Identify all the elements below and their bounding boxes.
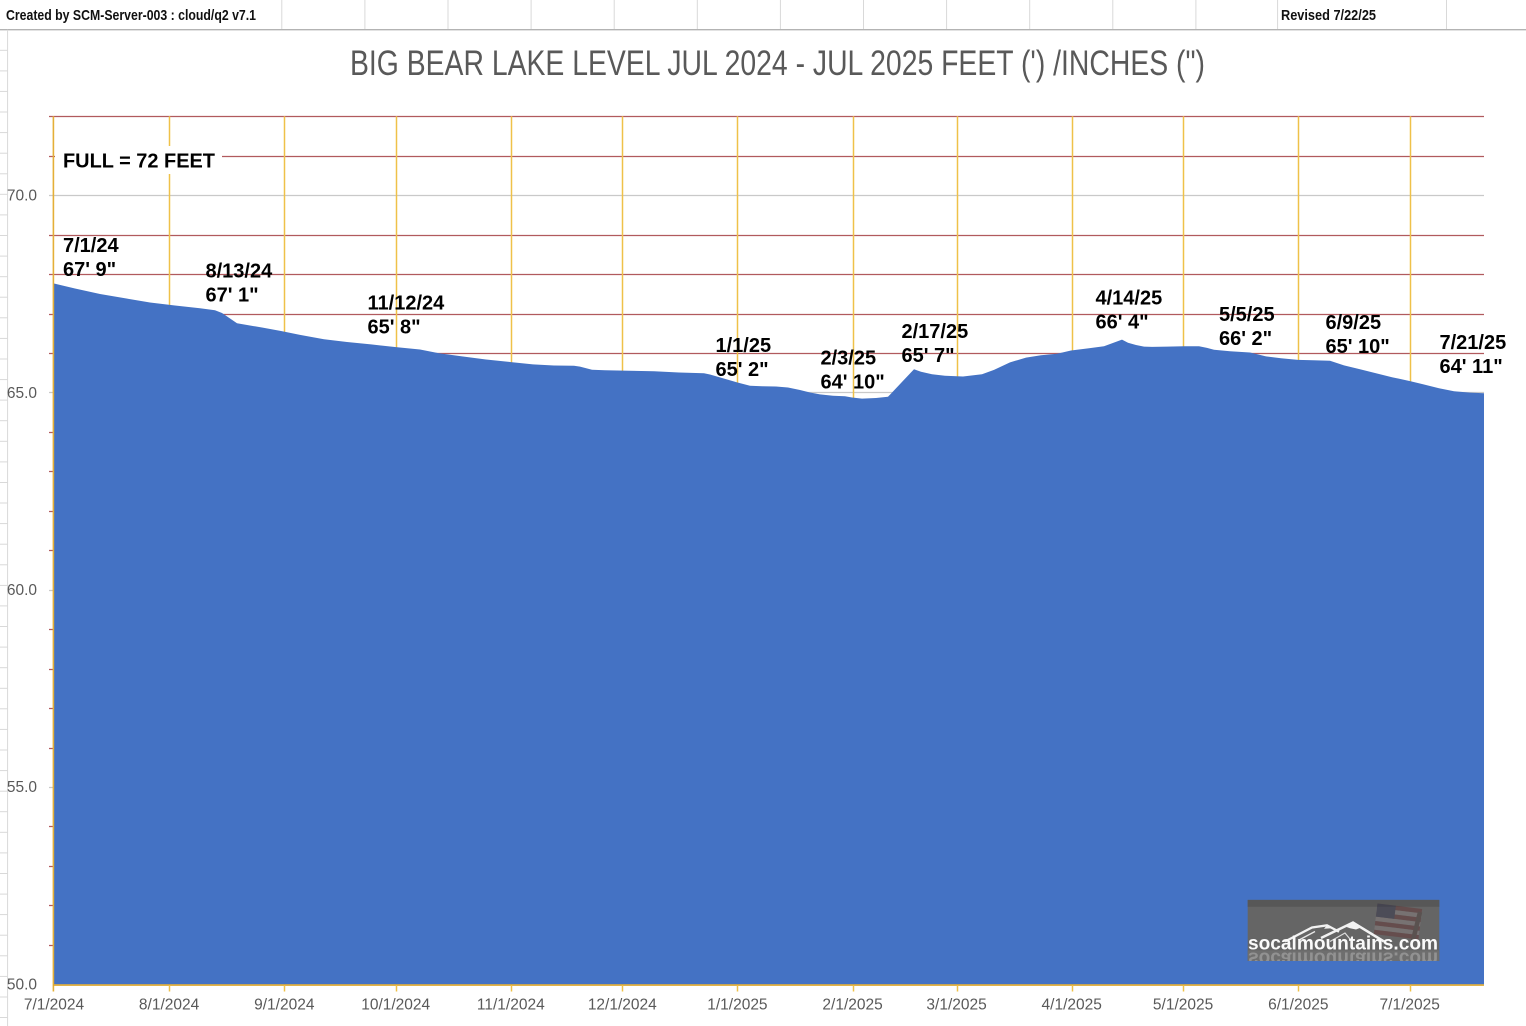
svg-text:50.0: 50.0	[7, 977, 38, 994]
svg-text:2/17/25: 2/17/25	[902, 321, 969, 343]
svg-text:socalmountains.com: socalmountains.com	[1248, 948, 1438, 970]
svg-text:7/1/24: 7/1/24	[63, 235, 119, 257]
svg-text:5/1/2025: 5/1/2025	[1153, 997, 1213, 1014]
svg-text:65' 10": 65' 10"	[1326, 336, 1390, 358]
svg-text:8/13/24: 8/13/24	[206, 260, 274, 282]
svg-text:65.0: 65.0	[7, 385, 38, 402]
svg-text:65' 8": 65' 8"	[368, 316, 421, 338]
svg-text:1/1/25: 1/1/25	[716, 335, 772, 357]
svg-text:6/9/25: 6/9/25	[1326, 312, 1382, 334]
svg-text:9/1/2024: 9/1/2024	[254, 997, 315, 1014]
svg-text:12/1/2024: 12/1/2024	[588, 997, 657, 1014]
svg-text:65' 2": 65' 2"	[716, 359, 769, 381]
svg-text:BIG BEAR LAKE LEVEL JUL 2024 -: BIG BEAR LAKE LEVEL JUL 2024 - JUL 2025 …	[350, 44, 1205, 83]
svg-text:66' 4": 66' 4"	[1096, 311, 1149, 333]
svg-text:2/1/2025: 2/1/2025	[822, 997, 882, 1014]
svg-text:64' 11": 64' 11"	[1440, 356, 1503, 378]
svg-text:67' 1": 67' 1"	[206, 284, 259, 306]
svg-text:Created by SCM-Server-003 : cl: Created by SCM-Server-003 : cloud/q2 v7.…	[6, 7, 256, 24]
svg-text:7/1/2025: 7/1/2025	[1380, 997, 1440, 1014]
svg-text:6/1/2025: 6/1/2025	[1268, 997, 1328, 1014]
svg-text:8/1/2024: 8/1/2024	[139, 997, 200, 1014]
svg-text:4/14/25: 4/14/25	[1096, 287, 1163, 309]
svg-text:66' 2": 66' 2"	[1219, 328, 1272, 350]
svg-text:60.0: 60.0	[7, 582, 38, 599]
svg-text:55.0: 55.0	[7, 779, 38, 796]
svg-text:3/1/2025: 3/1/2025	[926, 997, 986, 1014]
svg-text:Revised 7/22/25: Revised 7/22/25	[1281, 7, 1376, 24]
svg-text:70.0: 70.0	[7, 188, 38, 205]
svg-text:67' 9": 67' 9"	[63, 259, 116, 281]
svg-text:10/1/2024: 10/1/2024	[361, 997, 430, 1014]
svg-text:1/1/2025: 1/1/2025	[707, 997, 767, 1014]
svg-text:socalmountains.com: socalmountains.com	[1248, 933, 1438, 955]
svg-text:11/12/24: 11/12/24	[368, 292, 446, 314]
svg-text:7/1/2024: 7/1/2024	[24, 997, 85, 1014]
svg-text:2/3/25: 2/3/25	[821, 347, 877, 369]
svg-text:5/5/25: 5/5/25	[1219, 304, 1275, 326]
svg-text:FULL = 72 FEET: FULL = 72 FEET	[63, 150, 215, 172]
svg-text:7/21/25: 7/21/25	[1440, 332, 1507, 354]
svg-text:4/1/2025: 4/1/2025	[1042, 997, 1102, 1014]
svg-text:65' 7": 65' 7"	[902, 345, 955, 367]
svg-text:11/1/2024: 11/1/2024	[477, 997, 545, 1014]
svg-text:64' 10": 64' 10"	[821, 371, 885, 393]
